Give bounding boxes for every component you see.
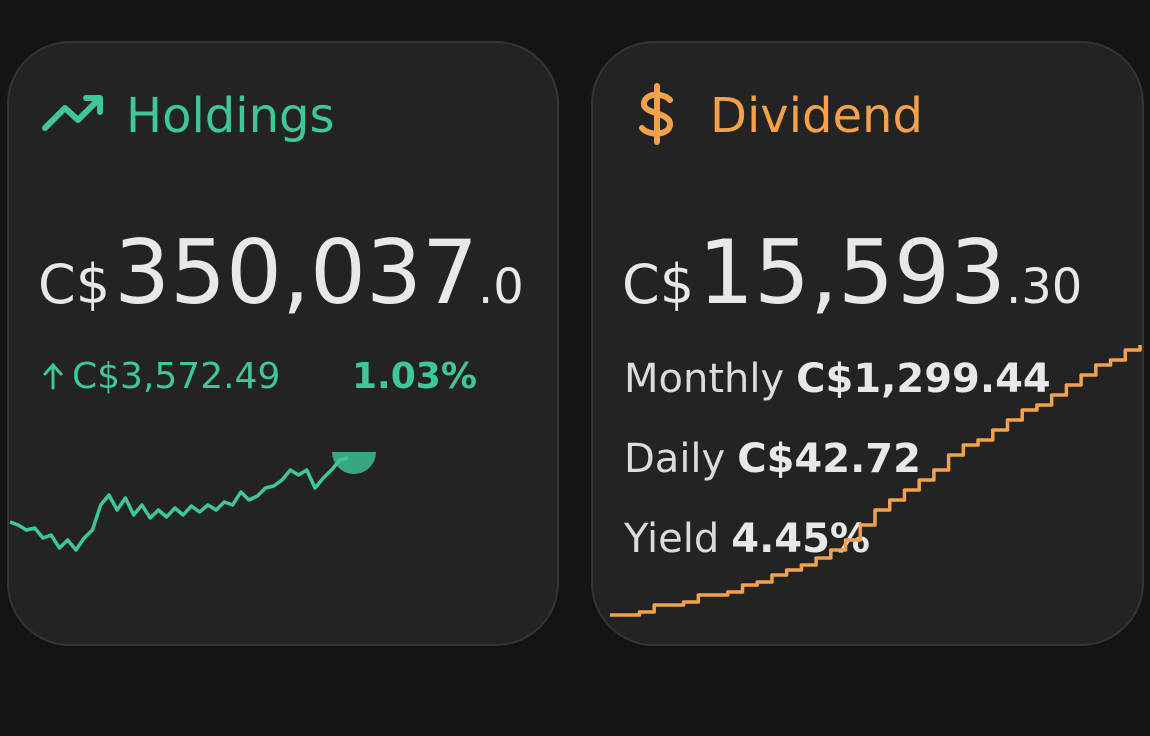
row-label: Yield (623, 516, 719, 562)
card-bg (7, 41, 559, 646)
dividend-row: Daily C$42.72 (624, 436, 921, 482)
currency: C$ (622, 253, 694, 316)
dividend-row: Monthly C$1,299.44 (624, 356, 1051, 402)
row-label: Daily (624, 436, 725, 482)
holdings-card[interactable]: Holdings C$350,037.0 C$3,572.49 1.03% (7, 41, 559, 646)
dividend-rows: Monthly C$1,299.44 Daily C$42.72 Yield 4.45% (623, 356, 1051, 562)
card-bg (591, 41, 1144, 646)
row-value: C$42.72 (737, 436, 921, 482)
currency: C$ (38, 253, 110, 316)
row-value: C$1,299.44 (796, 356, 1051, 402)
holdings-percent: 1.03% (352, 356, 477, 397)
dividend-content: Dividend C$15,593.30 Monthly C$1,299.44 Da… (610, 83, 1142, 617)
up-arrow (43, 362, 63, 390)
dollar-icon (639, 83, 674, 145)
sparkline (610, 345, 1142, 617)
holdings-content: Holdings C$350,037.0 C$3,572.49 1.03% (9, 88, 524, 552)
dividend-title: Dividend (710, 88, 923, 144)
amount-decimal: .0 (478, 259, 524, 315)
dividend-row: Yield 4.45% (623, 516, 870, 562)
row-label: Monthly (624, 356, 784, 402)
holdings-change: C$3,572.49 (72, 356, 280, 397)
dividend-card[interactable]: Dividend C$15,593.30 Monthly C$1,299.44 Da… (591, 41, 1144, 646)
amount-integer: 350,037 (114, 221, 478, 324)
holdings-amount: C$350,037.0 (38, 221, 524, 324)
dividend-amount: C$15,593.30 (622, 221, 1082, 324)
amount-decimal: .30 (1006, 259, 1082, 315)
end-marker (332, 452, 376, 474)
trend-icon (42, 95, 103, 131)
sparkline (9, 456, 349, 552)
amount-integer: 15,593 (698, 221, 1006, 324)
holdings-title: Holdings (126, 88, 335, 144)
